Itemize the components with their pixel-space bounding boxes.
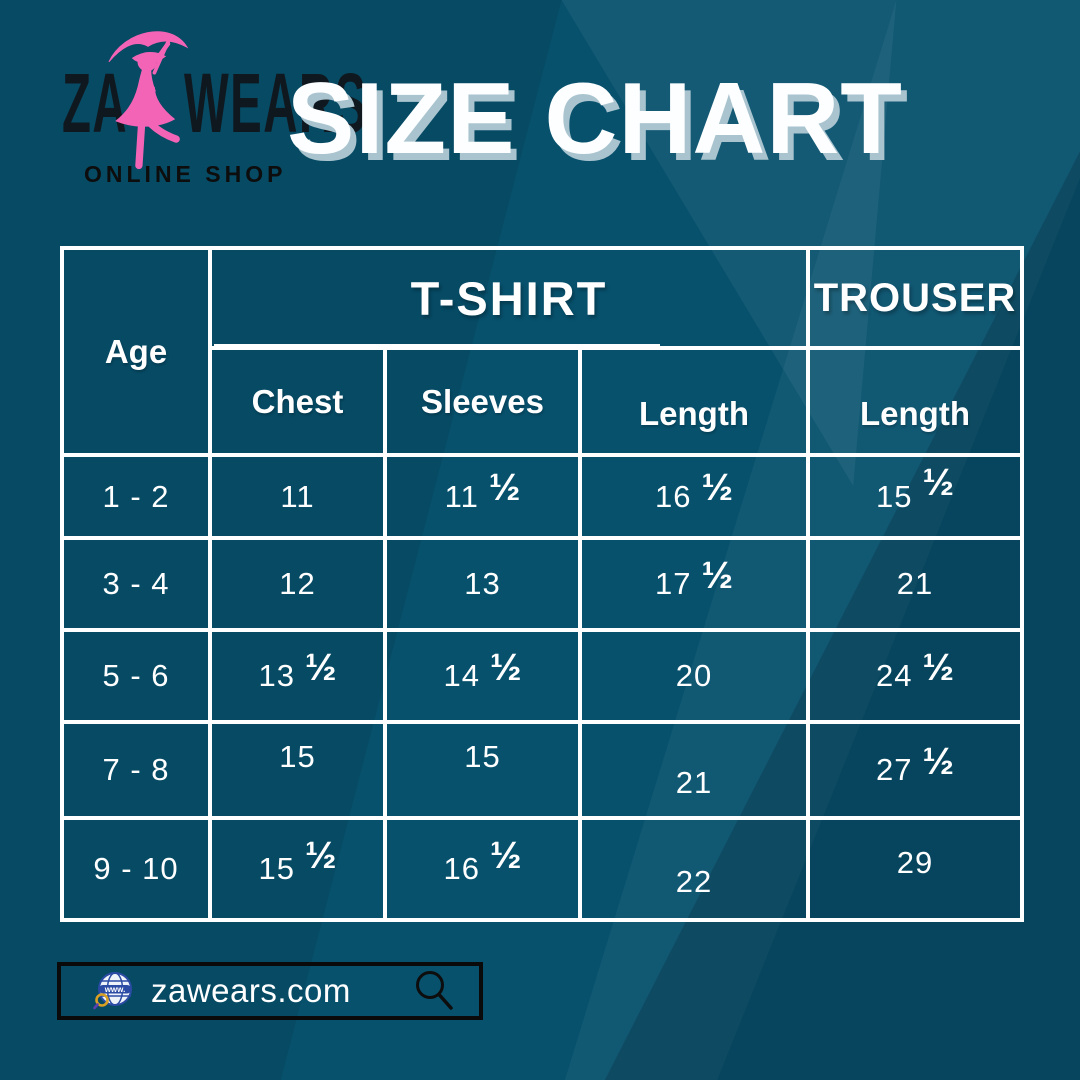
trouser-length-header-label: Length — [860, 394, 970, 432]
half-fraction: ½ — [489, 834, 522, 877]
size-cell: 15 ½ — [210, 818, 385, 920]
trouser-group-header: TROUSER — [808, 248, 1022, 348]
size-cell: 17 ½ — [580, 538, 808, 630]
size-cell: 22 — [580, 818, 808, 920]
size-cell: 27 ½ — [808, 722, 1022, 818]
sleeves-header-cell: Sleeves — [385, 348, 580, 455]
half-fraction: ½ — [489, 646, 522, 689]
size-cell: 16 ½ — [385, 818, 580, 920]
website-bar[interactable]: www. zawears.com — [57, 962, 483, 1020]
size-cell: 20 — [580, 630, 808, 722]
size-cell: 15 — [385, 722, 580, 818]
age-header-cell: Age — [62, 248, 210, 455]
age-cell: 1 - 2 — [62, 455, 210, 538]
size-cell: 11 — [210, 455, 385, 538]
chest-header-cell: Chest — [210, 348, 385, 455]
logo-tagline: ONLINE SHOP — [84, 161, 287, 187]
age-header-label: Age — [104, 332, 168, 370]
table-line-artifact — [512, 453, 650, 456]
size-cell: 13 ½ — [210, 630, 385, 722]
trouser-group-label: TROUSER — [813, 275, 1017, 320]
size-cell: 21 — [808, 538, 1022, 630]
tshirt-length-header-cell: Length — [580, 348, 808, 455]
search-icon[interactable] — [413, 969, 455, 1013]
pink-lady-with-umbrella-icon — [108, 31, 189, 170]
size-cell: 11 ½ — [385, 455, 580, 538]
half-fraction: ½ — [922, 646, 955, 689]
page-title: SIZE CHART — [287, 63, 903, 175]
half-fraction: ½ — [922, 462, 955, 504]
age-cell: 3 - 4 — [62, 538, 210, 630]
size-cell: 12 — [210, 538, 385, 630]
size-cell: 21 — [580, 722, 808, 818]
half-fraction: ½ — [922, 740, 955, 783]
table-line-artifact — [812, 453, 1010, 456]
trouser-length-header-cell: Length — [808, 348, 1022, 455]
size-cell: 14 ½ — [385, 630, 580, 722]
half-fraction: ½ — [701, 467, 734, 509]
age-cell: 9 - 10 — [62, 818, 210, 920]
age-cell: 7 - 8 — [62, 722, 210, 818]
brand-logo: ZA WEARS ONLINE SHOP — [58, 24, 366, 204]
half-fraction: ½ — [304, 834, 337, 877]
half-fraction: ½ — [488, 467, 521, 509]
age-cell: 5 - 6 — [62, 630, 210, 722]
half-fraction: ½ — [701, 554, 734, 597]
globe-icon: www. — [93, 972, 132, 1010]
size-cell: 13 — [385, 538, 580, 630]
tshirt-group-header: T-SHIRT — [210, 248, 808, 348]
tshirt-group-label: T-SHIRT — [410, 271, 608, 325]
sleeves-header-label: Sleeves — [421, 382, 544, 420]
size-cell: 16 ½ — [580, 455, 808, 538]
logo-word-za: ZA — [62, 55, 129, 151]
website-url: zawears.com — [151, 972, 351, 1009]
size-cell: 24 ½ — [808, 630, 1022, 722]
table-line-artifact — [214, 344, 660, 347]
size-cell: 15 — [210, 722, 385, 818]
size-chart-table: Age T-SHIRT TROUSER Chest Sleeves Length… — [60, 246, 1024, 922]
tshirt-length-header-label: Length — [639, 394, 749, 432]
half-fraction: ½ — [304, 646, 337, 689]
size-cell: 29 — [808, 818, 1022, 920]
svg-text:www.: www. — [104, 985, 126, 994]
size-cell: 15 ½ — [808, 455, 1022, 538]
logo-word-wears: WEARS — [184, 55, 368, 151]
chest-header-label: Chest — [251, 382, 344, 420]
